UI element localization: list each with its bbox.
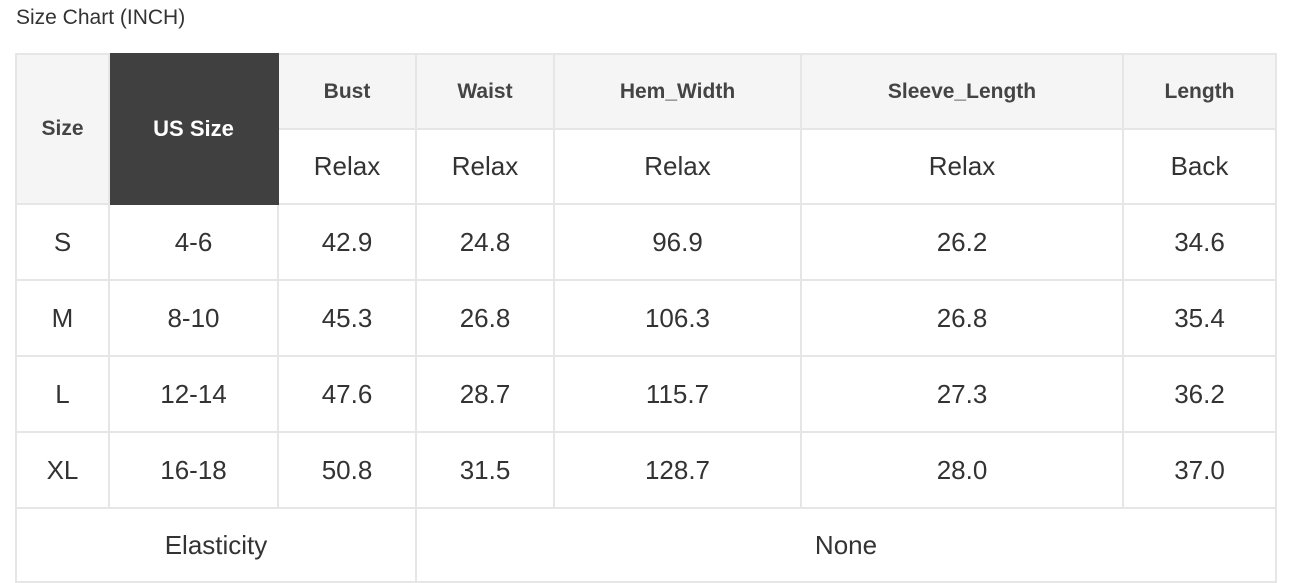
header-us-size: US Size [108,53,279,205]
table-cell: 106.3 [553,279,802,357]
table-cell: 8-10 [108,279,279,357]
table-cell: M [15,279,110,357]
subheader-cell: Relax [277,128,417,205]
table-cell: 34.6 [1122,203,1277,281]
header-waist: Waist [415,53,555,130]
table-cell: 26.8 [415,279,555,357]
elasticity-value: None [415,507,1277,583]
table-cell: 35.4 [1122,279,1277,357]
subheader-cell: Relax [553,128,802,205]
table-cell: 115.7 [553,355,802,433]
subheader-cell: Back [1122,128,1277,205]
subheader-cell: Relax [800,128,1124,205]
table-row: S 4-6 42.9 24.8 96.9 26.2 34.6 [15,203,1277,281]
table-cell: 12-14 [108,355,279,433]
table-cell: 50.8 [277,431,417,509]
elasticity-label: Elasticity [15,507,417,583]
table-cell: 28.0 [800,431,1124,509]
footer-row: Elasticity None [15,507,1277,583]
subheader-row: Relax Relax Relax Relax Back [16,128,1277,205]
header-sleeve-length: Sleeve_Length [800,53,1124,130]
table-row: XL 16-18 50.8 31.5 128.7 28.0 37.0 [15,431,1277,509]
header-row: Size US Size Bust Waist Hem_Width Sleeve… [15,53,1277,205]
size-chart-title: Size Chart (INCH) [16,6,186,29]
table-cell: 128.7 [553,431,802,509]
table-cell: 26.2 [800,203,1124,281]
size-chart-table: Size US Size Bust Waist Hem_Width Sleeve… [15,53,1277,583]
table-cell: 26.8 [800,279,1124,357]
table-cell: 28.7 [415,355,555,433]
table-cell: XL [15,431,110,509]
table-row: M 8-10 45.3 26.8 106.3 26.8 35.4 [15,279,1277,357]
header-size: Size [15,53,110,205]
table-cell: 96.9 [553,203,802,281]
table-cell: 42.9 [277,203,417,281]
table-cell: 4-6 [108,203,279,281]
subheader-cell: Relax [415,128,555,205]
table-cell: 36.2 [1122,355,1277,433]
table-cell: 31.5 [415,431,555,509]
table-cell: 37.0 [1122,431,1277,509]
table-cell: 24.8 [415,203,555,281]
table-cell: 45.3 [277,279,417,357]
table-cell: 27.3 [800,355,1124,433]
table-cell: L [15,355,110,433]
table-cell: 47.6 [277,355,417,433]
table-cell: S [15,203,110,281]
table-row: L 12-14 47.6 28.7 115.7 27.3 36.2 [15,355,1277,433]
header-hem-width: Hem_Width [553,53,802,130]
header-bust: Bust [277,53,417,130]
header-length: Length [1122,53,1277,130]
table-cell: 16-18 [108,431,279,509]
